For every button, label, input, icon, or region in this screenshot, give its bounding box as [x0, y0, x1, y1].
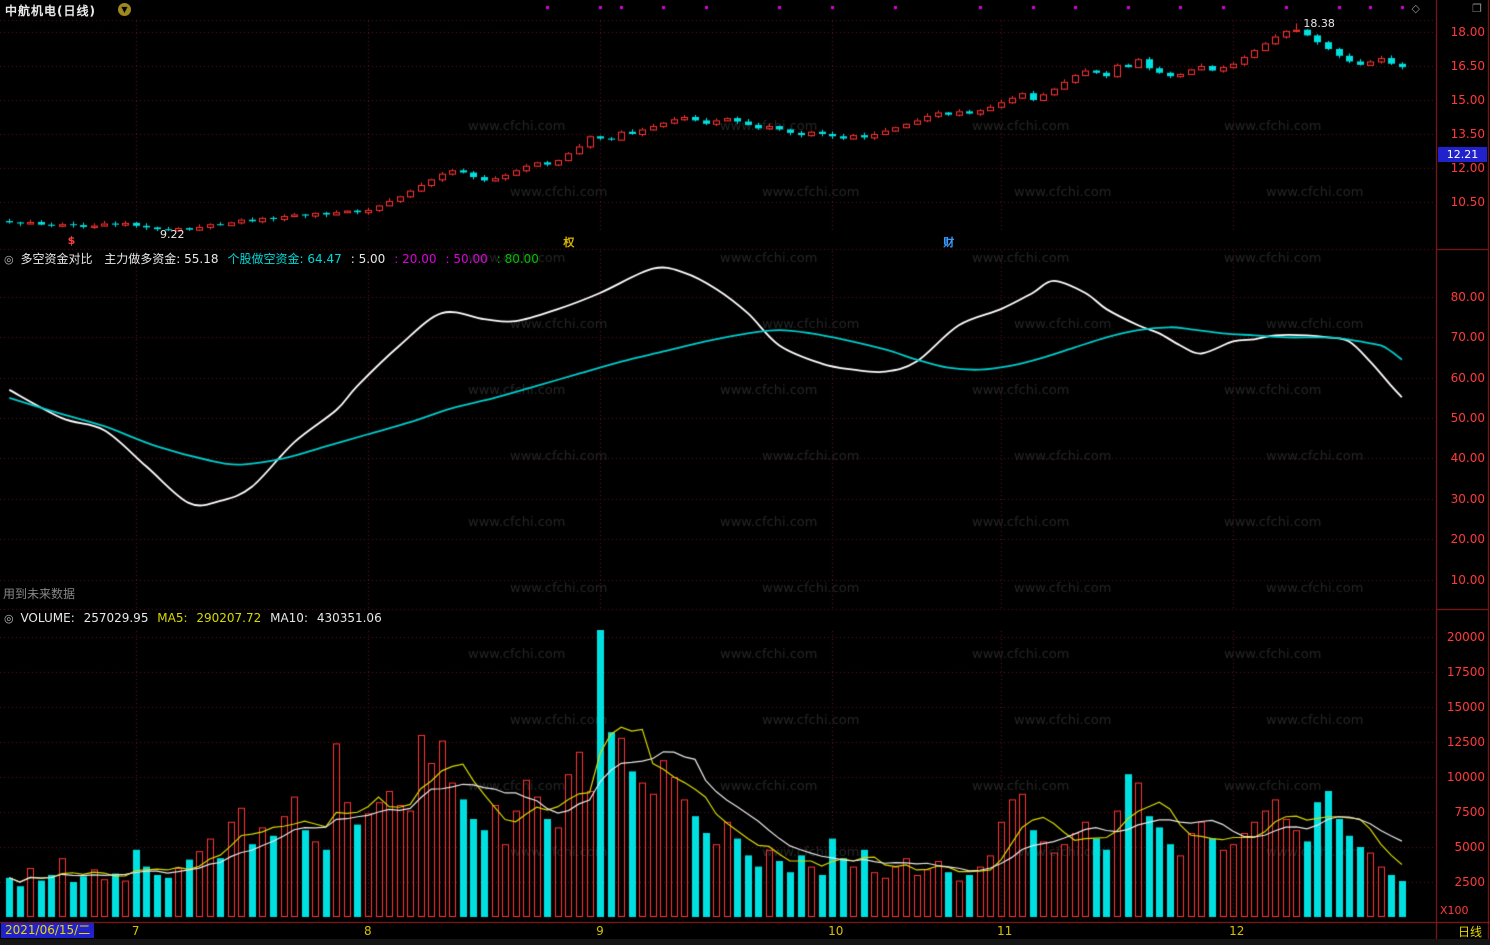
indicator-value: 个股做空资金: 64.47 [227, 252, 342, 266]
panel3-menu-icon[interactable]: ◎ [4, 612, 14, 625]
month-label: 11 [996, 924, 1013, 938]
page-title: 中航机电(日线) [5, 4, 96, 18]
ma10-label: MA10: [270, 611, 308, 625]
ma10-value: 430351.06 [316, 611, 382, 625]
indicator-value: : 80.00 [496, 252, 539, 266]
volume-axis-label: 15000 [1446, 700, 1485, 714]
price-axis-label: 10.50 [1450, 195, 1485, 209]
month-label: 10 [828, 924, 844, 938]
indicator-axis-label: 40.00 [1450, 451, 1485, 466]
indicator-value: : 20.00 [394, 252, 437, 266]
indicator-axis-label: 10.00 [1450, 572, 1485, 587]
low-price-annotation: 9.22 [159, 228, 185, 242]
status-bar: 2021/06/15/二 日线 [0, 923, 1490, 939]
month-label: 7 [131, 924, 140, 938]
volume-axis-label: 2500 [1454, 875, 1485, 889]
panel3-header: ◎ VOLUME: 257029.95 MA5: 290207.72 MA10:… [4, 611, 387, 626]
month-label: 9 [596, 924, 604, 938]
volume-unit-label: X100 [1440, 904, 1469, 917]
price-axis-label: 18.00 [1450, 25, 1485, 39]
panel2-values: 主力做多资金: 55.18 个股做空资金: 64.47 : 5.00 : 20.00:… [104, 252, 548, 266]
price-axis-label: 16.50 [1450, 59, 1485, 73]
price-axis-label: 15.00 [1450, 93, 1485, 107]
panel2-indicator-name[interactable]: 多空资金对比 [20, 252, 93, 266]
volume-axis-label: 12500 [1446, 735, 1485, 749]
indicator-axis-label: 50.00 [1450, 411, 1485, 426]
date-label: 2021/06/15/二 [1, 923, 95, 938]
ma5-label: MA5: [157, 611, 188, 625]
indicator-axis-label: 60.00 [1450, 370, 1485, 385]
last-price-tag: 12.21 [1438, 147, 1487, 162]
indicator-axis-label: 80.00 [1450, 290, 1485, 304]
indicator-value: : 50.00 [445, 252, 488, 266]
event-marker[interactable]: 财 [943, 236, 955, 249]
restore-window-icon[interactable]: ❐ [1472, 2, 1482, 15]
indicator-axis-label: 30.00 [1450, 491, 1485, 506]
bottom-strip [0, 939, 1490, 945]
event-marker[interactable]: $ [67, 234, 76, 247]
volume-axis-label: 20000 [1446, 630, 1485, 644]
month-label: 8 [363, 924, 372, 938]
volume-axis-label: 10000 [1446, 770, 1485, 784]
panel2-header: ◎ 多空资金对比 主力做多资金: 55.18 个股做空资金: 64.47 : 5.0… [4, 250, 548, 266]
future-data-note: 用到未来数据 [3, 587, 76, 601]
volume-axis-label: 5000 [1454, 840, 1485, 854]
ma5-value: 290207.72 [196, 611, 262, 625]
period-tab[interactable]: 日线 [1457, 925, 1482, 939]
volume-axis-label: 17500 [1446, 665, 1485, 679]
event-marker[interactable]: 权 [563, 236, 575, 249]
volume-axis-label: 7500 [1454, 805, 1485, 819]
price-axis-label: 12.00 [1450, 161, 1485, 175]
month-label: 12 [1229, 924, 1245, 938]
title-dropdown-icon[interactable]: ▼ [118, 3, 131, 16]
indicator-value: : 5.00 [350, 252, 386, 266]
price-axis-label: 13.50 [1450, 127, 1485, 141]
indicator-axis-label: 70.00 [1450, 330, 1485, 345]
indicator-value: 主力做多资金: 55.18 [104, 252, 219, 266]
volume-value: 257029.95 [83, 611, 149, 625]
volume-label: VOLUME: [20, 611, 75, 625]
diamond-icon[interactable]: ◇ [1411, 2, 1420, 15]
titlebar: 中航机电(日线) ▼ ◇ ❐ [0, 0, 1490, 18]
panel2-menu-icon[interactable]: ◎ [4, 253, 14, 266]
high-price-annotation: 18.38 [1303, 17, 1335, 31]
indicator-axis-label: 20.00 [1450, 532, 1485, 547]
